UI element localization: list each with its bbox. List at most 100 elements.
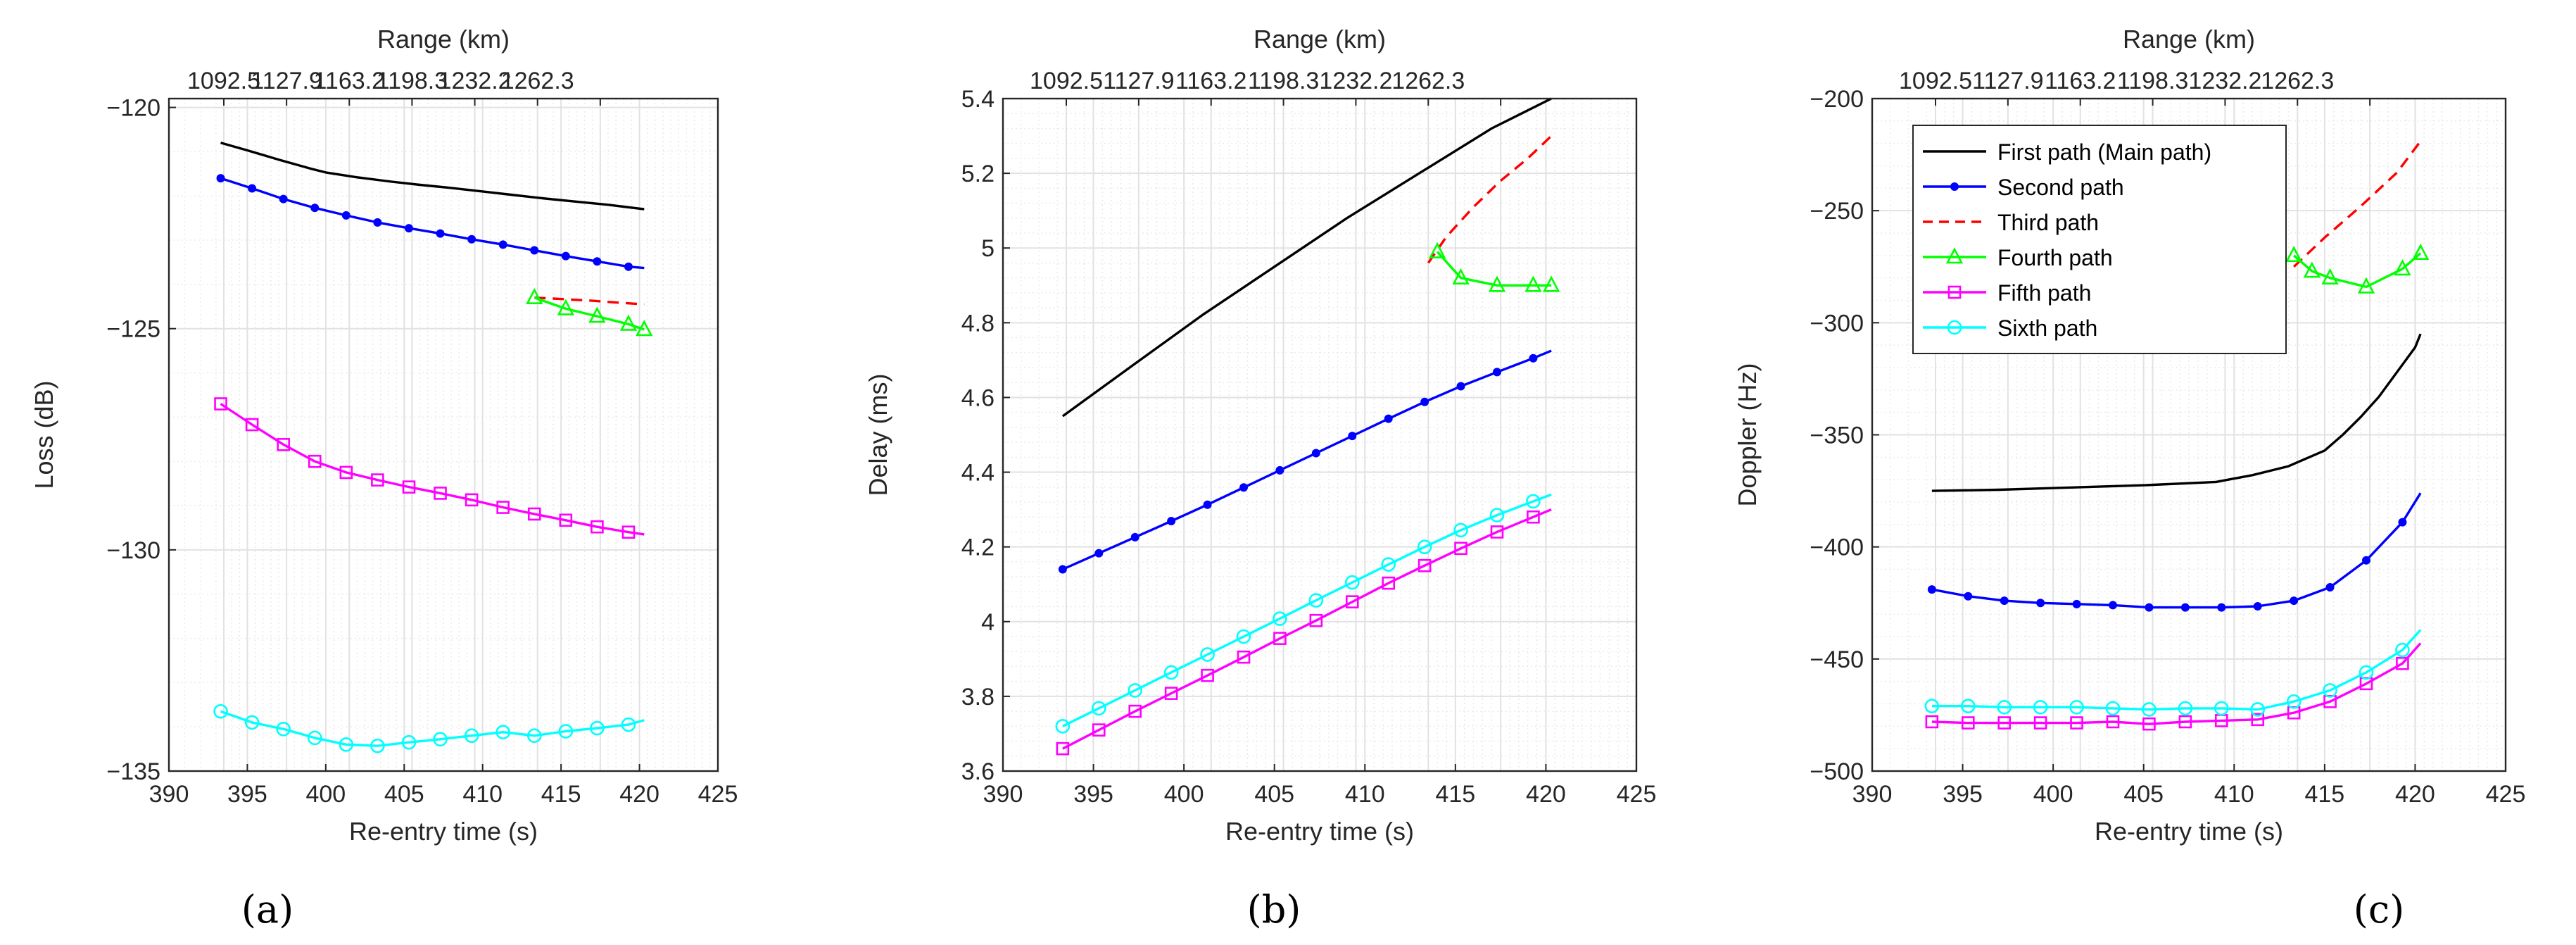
panel-label: (c) — [2354, 887, 2404, 932]
data-point — [1488, 275, 1506, 292]
data-point — [465, 493, 479, 507]
y-axis-title: Delay (ms) — [864, 373, 892, 496]
y-tick-label: −300 — [1810, 310, 1864, 337]
series-line — [1061, 97, 1552, 418]
data-point — [636, 320, 653, 337]
data-point — [526, 728, 542, 744]
series-line — [220, 710, 645, 747]
x-tick-label: 425 — [2486, 781, 2526, 808]
x-tick-label: 420 — [619, 781, 659, 808]
data-point — [2359, 665, 2374, 680]
data-point — [2033, 716, 2047, 730]
top-tick-label: 1092.5 — [187, 68, 260, 94]
data-point — [2142, 702, 2157, 717]
y-tick-label: 3.8 — [961, 684, 995, 711]
series-first-path-main-path — [1931, 333, 2422, 492]
data-point — [1529, 353, 1538, 363]
data-point — [1128, 683, 1143, 698]
data-point — [1489, 508, 1505, 522]
data-point — [1200, 647, 1215, 662]
data-point — [1163, 665, 1179, 680]
series-line — [1931, 629, 2422, 711]
axes-box — [168, 97, 719, 772]
top-tick-label: 1198.3 — [1248, 68, 1319, 94]
data-point — [2070, 716, 2083, 730]
data-point — [2325, 582, 2335, 592]
data-point — [2109, 601, 2117, 610]
top-tick-label: 1198.3 — [2117, 68, 2188, 94]
data-point — [2394, 259, 2411, 276]
data-point — [2142, 717, 2156, 731]
data-point — [2069, 699, 2084, 715]
data-point — [2398, 518, 2407, 527]
series-third-path — [534, 296, 645, 306]
y-tick-label: 4.8 — [961, 310, 995, 337]
y-tick-label: −450 — [1810, 646, 1864, 673]
data-point — [2072, 599, 2081, 608]
data-point — [1348, 432, 1357, 441]
top-tick-label: 1163.2 — [2045, 68, 2116, 94]
data-point — [1924, 699, 1940, 713]
data-point — [2303, 261, 2321, 278]
top-axis-title: Range (km) — [2123, 25, 2255, 54]
series-sixth-path — [1924, 629, 2422, 717]
data-point — [1309, 613, 1323, 627]
series-sixth-path — [1055, 493, 1552, 734]
data-point — [1382, 576, 1396, 590]
data-point — [1418, 558, 1432, 572]
data-point — [1130, 532, 1139, 542]
data-point — [404, 224, 413, 233]
top-tick-label: 1232.2 — [2188, 68, 2261, 94]
data-point — [526, 287, 543, 305]
data-point — [436, 229, 445, 238]
data-point — [248, 184, 257, 193]
data-point — [2033, 699, 2048, 715]
x-tick-label: 400 — [2033, 781, 2073, 808]
data-point — [1964, 592, 1973, 601]
x-tick-label: 405 — [1254, 781, 1294, 808]
top-tick-label: 1092.5 — [1899, 68, 1972, 94]
data-point — [1055, 719, 1071, 734]
data-point — [1344, 575, 1360, 590]
y-tick-label: −130 — [106, 537, 160, 564]
data-point — [496, 501, 510, 514]
data-point — [1420, 397, 1429, 406]
data-point — [339, 465, 353, 480]
data-point — [1239, 483, 1248, 492]
series-third-path — [1427, 134, 1553, 264]
data-point — [216, 174, 225, 183]
data-point — [1201, 668, 1214, 682]
series-fifth-path — [1056, 508, 1552, 756]
data-point — [588, 306, 606, 323]
series-line — [1931, 642, 2422, 725]
y-tick-label: 5.4 — [961, 86, 995, 113]
series-second-path — [1058, 349, 1552, 574]
data-point — [530, 246, 539, 255]
top-tick-label: 1262.3 — [2261, 68, 2334, 94]
series-second-path — [216, 174, 645, 271]
y-tick-label: −350 — [1810, 423, 1864, 449]
data-point — [2290, 596, 2299, 606]
y-tick-label: 5 — [981, 235, 995, 262]
x-tick-label: 390 — [983, 781, 1023, 808]
data-point — [1273, 611, 1287, 626]
data-point — [2395, 642, 2410, 658]
data-point — [1417, 539, 1432, 554]
x-tick-label: 400 — [305, 781, 346, 808]
legend-label: Sixth path — [1997, 315, 2097, 341]
data-point — [1456, 382, 1465, 391]
x-tick-label: 390 — [149, 781, 189, 808]
top-tick-label: 1163.2 — [314, 68, 385, 94]
data-point — [2323, 683, 2337, 698]
legend-label: Third path — [1997, 210, 2099, 235]
x-tick-label: 415 — [541, 781, 581, 808]
data-point — [1058, 565, 1067, 574]
legend-label: Fifth path — [1997, 280, 2091, 306]
series-fourth-path — [1428, 242, 1560, 292]
data-point — [2362, 556, 2370, 565]
data-point — [1384, 414, 1393, 423]
series-fifth-path — [214, 397, 645, 539]
series-sixth-path — [213, 703, 645, 753]
data-point — [1167, 517, 1176, 526]
